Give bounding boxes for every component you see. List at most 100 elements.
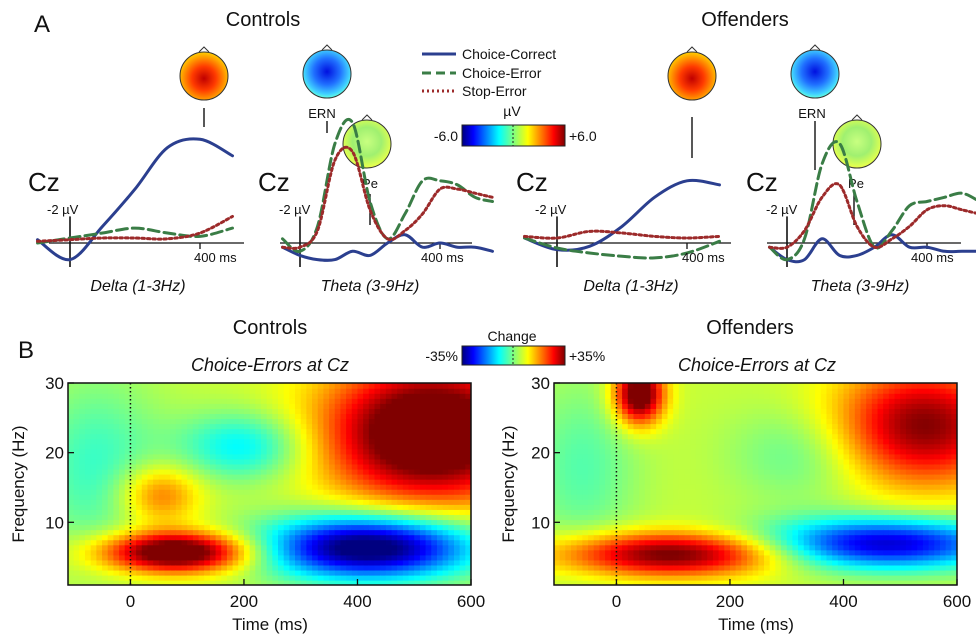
scale-label-controls-theta: -2 µV [279,202,311,217]
tf-cell [576,388,584,394]
tf-cell [363,539,370,546]
tf-cell [226,504,234,510]
tf-cell [690,549,697,556]
tf-cell [792,529,799,536]
tf-cell [729,574,737,581]
tf-cell [402,473,410,480]
tf-cell [764,413,771,420]
tf-cell [746,494,754,500]
tf-cell [209,458,217,465]
tf-cell [593,468,601,475]
tf-cell [741,468,748,475]
tf-cell [695,524,703,531]
tf-cell [616,569,623,576]
erp-series-choice-correct [281,233,494,262]
tf-cell [170,413,177,420]
tf-cell [650,549,657,556]
tf-cell [243,438,251,445]
tf-cell [306,489,313,495]
tf-cell [650,539,657,546]
tf-cell [226,484,234,490]
tf-cell [764,458,771,465]
tf-cell [272,388,279,394]
tf-cell [741,569,748,576]
tf-cell [622,524,629,531]
tf-cell [306,413,313,420]
tf-cell [79,403,86,409]
tf-cell [136,514,143,521]
tf-cell [232,574,239,581]
tf-cell [90,564,98,571]
tf-cell [661,433,669,440]
tf-cell [448,534,455,541]
tf-cell [442,473,449,480]
tf-cell [792,579,799,585]
tf-cell [119,393,126,399]
tf-cell [627,549,635,556]
tf-cell [85,544,92,551]
tf-cell [735,529,743,536]
tf-cell [255,564,262,571]
tf-cell [312,509,319,515]
tf-cell [667,524,674,531]
tf-cell [588,403,595,409]
tf-cell [164,433,171,440]
tf-cell [402,463,410,470]
tf-cell [96,473,103,480]
tf-cell [419,554,427,561]
tf-cell [153,458,160,465]
tf-cell [351,489,359,495]
tf-cell [554,579,561,585]
tf-cell [221,433,228,440]
tf-cell [605,408,612,414]
tf-cell [650,448,657,455]
tf-cell [798,413,805,420]
tf-cell [599,428,606,435]
tf-cell [300,524,308,531]
tf-cell [119,403,126,409]
tf-cell [798,393,805,399]
tf-cell [249,529,257,536]
tf-cell [119,494,126,500]
tf-cell [554,494,561,500]
tf-cell [673,443,680,450]
tf-cell [605,494,612,500]
tf-cell [627,443,635,450]
tf-cell [158,534,166,541]
tf-cell [385,398,393,404]
tf-cell [187,438,194,445]
tf-cell [735,559,743,566]
tf-cell [758,463,765,470]
tf-cell [102,418,109,425]
tf-cell [136,398,143,404]
tf-cell [554,418,561,425]
tf-cell [130,438,137,445]
tf-cell [170,544,177,551]
tf-cell [85,519,92,526]
tf-cell [431,539,438,546]
tf-cell [243,388,251,394]
tf-cell [815,453,822,460]
tf-cell [837,534,845,541]
tf-cell [431,494,438,500]
tf-cell [323,524,330,531]
tf-cell [809,514,816,521]
tf-cell [119,418,126,425]
tf-cell [249,579,257,585]
tf-cell [559,494,567,500]
tf-cell [712,539,720,546]
tf-cell [340,423,347,430]
tf-cell [164,468,171,475]
tf-cell [374,524,381,531]
tf-cell [130,489,137,495]
tf-cell [758,408,765,414]
tf-cell [453,544,461,551]
tf-cell [312,489,319,495]
tf-cell [436,468,444,475]
tf-cell [425,504,432,510]
tf-cell [204,559,211,566]
tf-cell [243,443,251,450]
tf-cell [107,579,115,585]
tf-cell [815,418,822,425]
tf-cell [260,514,268,521]
